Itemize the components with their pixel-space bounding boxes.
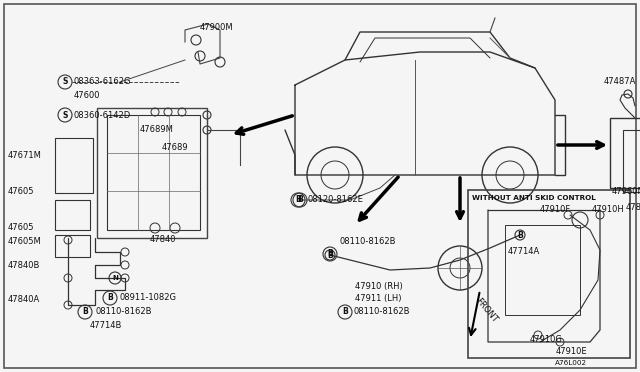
Text: 08110-8162B: 08110-8162B: [354, 308, 410, 317]
Text: 47910G: 47910G: [530, 336, 563, 344]
Text: 47605: 47605: [8, 187, 35, 196]
Text: 47600: 47600: [74, 92, 100, 100]
Text: B: B: [327, 250, 333, 260]
Bar: [97, 108, 207, 238]
Text: 47910F: 47910F: [540, 205, 572, 215]
Text: 08911-1082G: 08911-1082G: [120, 294, 177, 302]
Bar: [55, 138, 93, 193]
Text: S: S: [62, 77, 68, 87]
Text: 47910H: 47910H: [592, 205, 625, 215]
Text: 47960M: 47960M: [612, 187, 640, 196]
Bar: [55, 200, 90, 230]
Text: 08110-8162B: 08110-8162B: [340, 237, 397, 247]
Text: 47689M: 47689M: [140, 125, 174, 135]
Text: B: B: [82, 308, 88, 317]
Text: 47900M: 47900M: [200, 23, 234, 32]
Text: 08120-8162E: 08120-8162E: [308, 196, 364, 205]
Text: 47911 (LH): 47911 (LH): [355, 294, 401, 302]
Text: 47910E: 47910E: [556, 347, 588, 356]
Text: 08110-8162B: 08110-8162B: [95, 308, 152, 317]
Text: 47840B: 47840B: [8, 262, 40, 270]
Text: A76L002: A76L002: [555, 360, 587, 366]
Text: WITHOUT ANTI SKID CONTROL: WITHOUT ANTI SKID CONTROL: [472, 195, 596, 201]
Text: FRONT: FRONT: [474, 296, 499, 324]
Text: N: N: [112, 275, 118, 281]
Text: B: B: [295, 196, 301, 205]
Text: 47689: 47689: [162, 144, 189, 153]
Text: 08360-6142D: 08360-6142D: [74, 110, 131, 119]
Bar: [623, 130, 640, 192]
Text: B: B: [327, 250, 333, 259]
Text: 47910 (RH): 47910 (RH): [355, 282, 403, 291]
Text: 47605M: 47605M: [8, 237, 42, 247]
Text: B: B: [297, 196, 303, 205]
Text: 47605: 47605: [8, 224, 35, 232]
Bar: [55, 235, 90, 257]
Bar: [610, 118, 640, 188]
Text: 08363-6162G: 08363-6162G: [74, 77, 131, 87]
Text: B: B: [107, 294, 113, 302]
Bar: [107, 115, 200, 230]
Text: 47714B: 47714B: [90, 321, 122, 330]
Bar: [505, 225, 580, 315]
Text: 47840: 47840: [150, 235, 177, 244]
Text: S: S: [62, 110, 68, 119]
Text: B: B: [517, 231, 523, 240]
Text: B: B: [342, 308, 348, 317]
Text: 47671M: 47671M: [8, 151, 42, 160]
Text: 47840A: 47840A: [8, 295, 40, 305]
Text: 47487A: 47487A: [604, 77, 636, 87]
Text: 47850: 47850: [626, 203, 640, 212]
Bar: [468, 190, 630, 358]
Text: 47714A: 47714A: [508, 247, 540, 257]
